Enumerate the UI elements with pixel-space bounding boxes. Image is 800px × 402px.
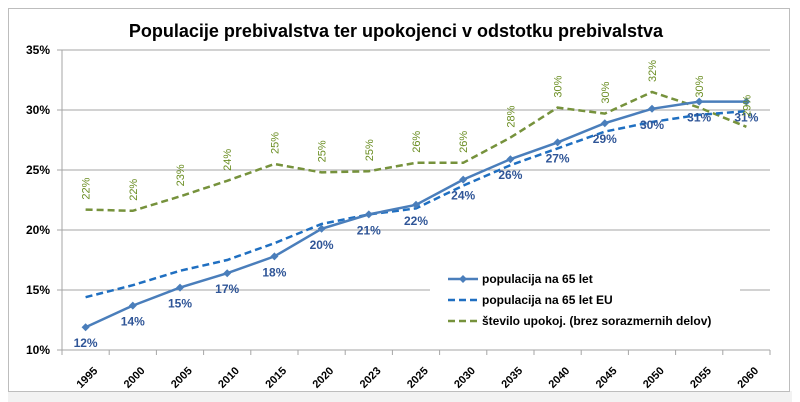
x-tick-label: 2030	[452, 365, 478, 391]
data-label-pop65: 31%	[734, 111, 758, 125]
data-label-pop65: 12%	[74, 336, 98, 350]
marker-pop65	[223, 269, 232, 278]
marker-pop65	[506, 155, 515, 164]
marker-pop65	[176, 283, 184, 292]
data-label-retirees: 25%	[269, 132, 281, 154]
y-tick-label: 10%	[26, 343, 50, 357]
legend-background	[430, 268, 740, 332]
x-tick-label: 2020	[311, 365, 337, 391]
x-tick-label: 2055	[688, 365, 714, 391]
data-label-retirees: 26%	[411, 131, 423, 153]
data-label-retirees: 30%	[694, 75, 706, 97]
marker-pop65	[412, 200, 420, 209]
data-label-pop65: 31%	[687, 111, 711, 125]
y-tick-label: 15%	[26, 283, 50, 297]
marker-pop65	[742, 97, 751, 106]
series-line-retirees	[85, 90, 747, 213]
data-label-pop65: 15%	[168, 297, 192, 311]
data-label-retirees: 23%	[175, 164, 187, 186]
x-tick-label: 2000	[122, 365, 148, 391]
marker-pop65	[270, 252, 279, 261]
marker-pop65	[317, 224, 326, 233]
legend: populacija na 65 let populacija na 65 let…	[448, 272, 711, 328]
y-tick-label: 35%	[26, 43, 50, 57]
marker-pop65	[364, 210, 373, 219]
x-tick-label: 2025	[405, 365, 431, 391]
axes: 10% 15% 20% 25% 30% 35% 1995 2000 2005 2010 2015 20…	[26, 43, 771, 391]
y-tick-label: 25%	[26, 163, 50, 177]
y-tick-label: 20%	[26, 223, 50, 237]
data-label-retirees: 28%	[505, 105, 517, 127]
data-label-pop65: 14%	[121, 315, 145, 329]
x-tick-label: 2023	[358, 365, 384, 391]
x-tick-label: 2010	[216, 365, 242, 391]
x-tick-label: 2005	[169, 365, 195, 391]
marker-pop65	[128, 301, 137, 310]
data-label-retirees: 26%	[458, 131, 470, 153]
data-label-retirees: 24%	[222, 149, 234, 171]
data-label-retirees: 32%	[647, 60, 659, 82]
x-tick-label: 2045	[594, 365, 620, 391]
data-label-retirees: 25%	[364, 139, 376, 161]
marker-pop65	[459, 175, 468, 184]
data-label-retirees: 29%	[741, 95, 753, 117]
data-label-retirees: 25%	[317, 140, 329, 162]
series-layer	[81, 90, 751, 332]
x-tick-label: 2015	[263, 365, 289, 391]
x-tick-label: 2050	[641, 365, 667, 391]
gridlines	[62, 49, 770, 332]
data-label-retirees: 30%	[553, 75, 565, 97]
x-tick-label: 1995	[75, 365, 101, 391]
data-label-pop65: 22%	[404, 214, 428, 228]
data-label-pop65: 18%	[262, 265, 286, 279]
chart-title: Populacije prebivalstva ter upokojenci v…	[129, 21, 664, 41]
data-label-pop65: 21%	[357, 223, 381, 237]
marker-pop65	[81, 323, 90, 332]
data-label-pop65: 29%	[593, 132, 617, 146]
x-tick-label: 2035	[499, 365, 525, 391]
legend-label: število upokoj. (brez sorazmernih delov)	[482, 314, 711, 328]
x-tick-label: 2060	[735, 365, 761, 391]
marker-pop65	[648, 104, 656, 113]
y-tick-label: 30%	[26, 103, 50, 117]
data-label-pop65: 24%	[451, 189, 475, 203]
data-label-retirees: 22%	[81, 177, 93, 199]
data-label-retirees: 22%	[128, 179, 140, 201]
data-label-pop65: 20%	[310, 238, 334, 252]
legend-label: populacija na 65 let	[482, 272, 593, 286]
legend-label: populacija na 65 let EU	[482, 293, 613, 307]
marker-pop65	[553, 138, 562, 147]
data-label-pop65: 26%	[498, 168, 522, 182]
data-label-retirees: 30%	[600, 81, 612, 103]
data-label-pop65: 27%	[546, 151, 570, 165]
marker-pop65	[695, 97, 704, 106]
frame-shadow	[8, 391, 792, 402]
data-label-pop65: 30%	[640, 118, 664, 132]
x-tick-label: 2040	[547, 365, 573, 391]
data-labels: 12% 14% 15% 17% 18% 20% 21% 22% 24% 26% 27% 29% 30% 3…	[74, 60, 759, 350]
data-label-pop65: 17%	[215, 282, 239, 296]
marker-pop65	[600, 119, 609, 128]
legend-marker-pop65	[459, 275, 467, 283]
